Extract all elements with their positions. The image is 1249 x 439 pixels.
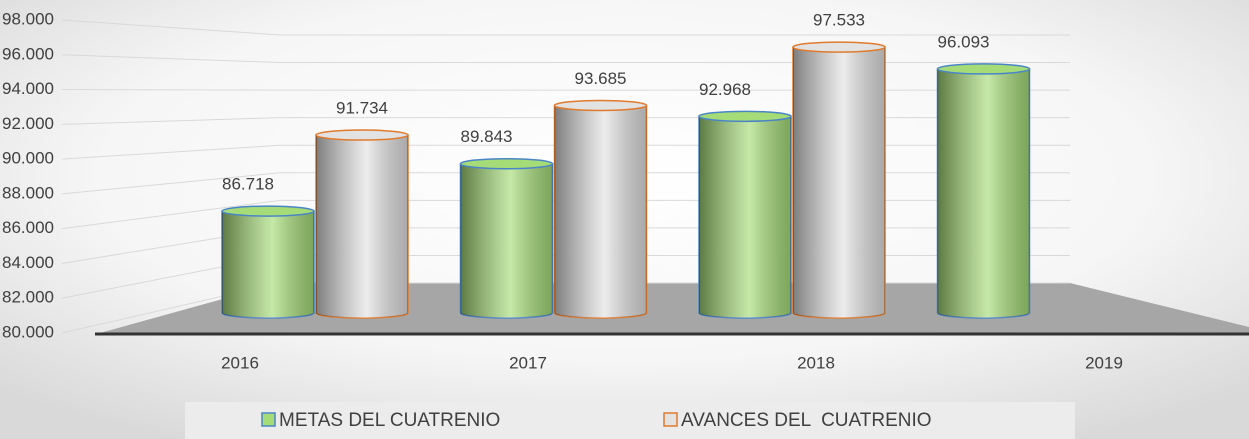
y-tick-label: 92.000 <box>2 114 54 133</box>
y-tick-label: 90.000 <box>2 149 54 168</box>
bar-top <box>315 129 409 141</box>
x-tick-label: 2017 <box>509 353 547 372</box>
y-tick-label: 88.000 <box>2 183 54 202</box>
bar <box>315 129 409 319</box>
legend-label: METAS DEL CUATRENIO <box>279 410 500 431</box>
y-tick-label: 94.000 <box>2 79 54 98</box>
x-tick-label: 2019 <box>1085 353 1123 372</box>
y-tick-label: 86.000 <box>2 218 54 237</box>
bar <box>936 63 1031 319</box>
grid-line <box>61 89 1070 91</box>
x-tick-label: 2016 <box>221 353 259 372</box>
y-tick-label: 96.000 <box>2 44 54 63</box>
y-tick-label: 84.000 <box>2 253 54 272</box>
bar <box>792 41 886 319</box>
bar-top <box>221 205 315 217</box>
bar <box>553 99 648 319</box>
bar-shade <box>699 116 791 318</box>
data-label: 86.718 <box>222 175 274 194</box>
bar <box>221 205 315 319</box>
data-label: 91.734 <box>336 99 388 118</box>
bar-shade <box>937 68 1030 318</box>
y-tick-label: 98.000 <box>2 9 54 28</box>
bar-shade <box>222 211 314 318</box>
x-tick-label: 2018 <box>797 353 835 372</box>
data-label: 93.685 <box>575 69 627 88</box>
bar-shade <box>460 163 553 318</box>
bar-top <box>698 110 792 123</box>
y-tick-label: 80.000 <box>2 322 54 341</box>
legend-swatch <box>261 412 276 427</box>
y-tick-label: 82.000 <box>2 288 54 307</box>
grid-line <box>61 19 1070 36</box>
legend-swatch <box>663 412 678 427</box>
bar-top <box>936 63 1031 75</box>
bar-top <box>553 99 648 112</box>
bar-top <box>459 157 554 170</box>
bar-shade <box>554 105 647 318</box>
bar <box>459 157 554 319</box>
bar-shade <box>793 47 885 319</box>
data-label: 89.843 <box>461 127 513 146</box>
bar-shade <box>316 135 408 318</box>
legend-label: AVANCES DEL CUATRENIO <box>681 410 932 431</box>
data-label: 92.968 <box>699 80 751 99</box>
data-label: 96.093 <box>938 32 990 51</box>
legend-box <box>185 402 1075 439</box>
bar <box>698 110 792 319</box>
data-label: 97.533 <box>813 11 865 30</box>
bar-top <box>792 41 886 53</box>
